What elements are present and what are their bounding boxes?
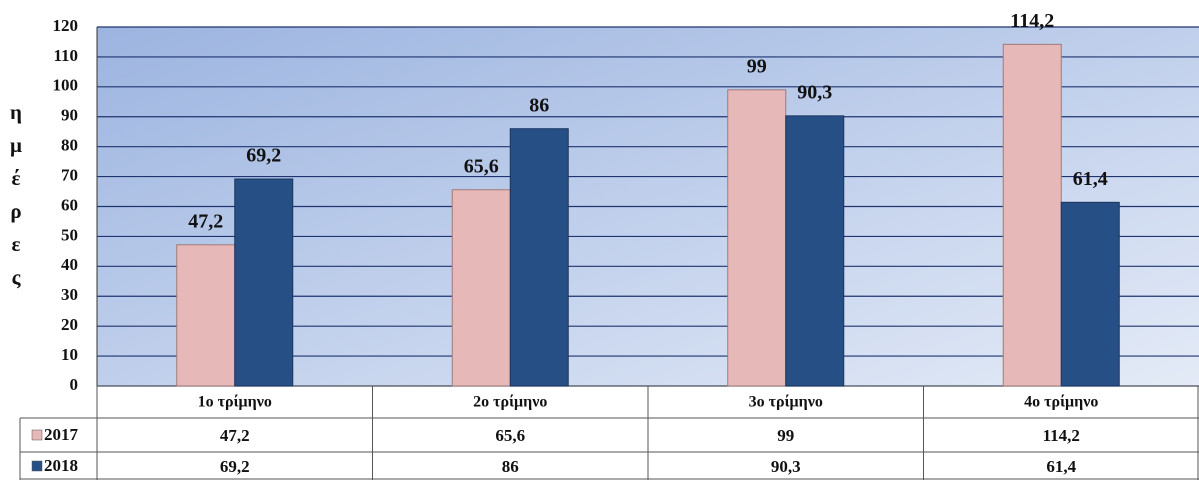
- y-tick-label: 20: [61, 315, 78, 334]
- y-tick-label: 110: [53, 46, 78, 65]
- table-value: 61,4: [1046, 457, 1076, 476]
- data-label: 90,3: [797, 81, 832, 103]
- data-label: 61,4: [1073, 168, 1108, 190]
- bar: [785, 115, 845, 387]
- y-tick-label: 0: [70, 375, 79, 394]
- data-label: 114,2: [1010, 10, 1054, 32]
- y-tick-label: 50: [61, 225, 78, 244]
- bar: [1060, 201, 1120, 387]
- legend-label: 2018: [44, 456, 78, 475]
- table-value: 90,3: [771, 457, 801, 476]
- bar: [234, 178, 294, 387]
- bar: [509, 128, 569, 387]
- x-tick-label: 2ο τρίμηνο: [473, 394, 547, 411]
- legend-swatch: [31, 460, 43, 472]
- table-value: 86: [502, 457, 519, 476]
- y-tick-label: 100: [53, 76, 79, 95]
- bar: [727, 89, 787, 387]
- y-tick-label: 60: [61, 195, 78, 214]
- y-axis-label: ημέρες: [4, 100, 28, 298]
- table-value: 47,2: [220, 426, 250, 445]
- data-label: 47,2: [188, 210, 223, 232]
- data-label: 69,2: [246, 145, 281, 167]
- y-tick-label: 10: [61, 345, 78, 364]
- y-tick-label: 40: [61, 255, 78, 274]
- table-value: 114,2: [1043, 426, 1080, 445]
- y-tick-label: 120: [53, 16, 79, 35]
- table-value: 99: [777, 426, 794, 445]
- x-tick-label: 3ο τρίμηνο: [749, 394, 823, 411]
- x-tick-label: 1ο τρίμηνο: [198, 394, 272, 411]
- bar: [1002, 43, 1062, 387]
- y-tick-label: 70: [61, 165, 78, 184]
- table-value: 65,6: [495, 426, 525, 445]
- data-label: 99: [747, 55, 767, 77]
- data-label: 86: [529, 94, 549, 116]
- legend-swatch: [31, 429, 43, 441]
- bar: [176, 244, 236, 387]
- data-label: 65,6: [464, 155, 499, 177]
- legend-label: 2017: [44, 425, 79, 444]
- y-tick-label: 80: [61, 136, 78, 155]
- x-tick-label: 4ο τρίμηνο: [1024, 394, 1098, 411]
- y-tick-label: 30: [61, 285, 78, 304]
- table-value: 69,2: [220, 457, 250, 476]
- y-tick-label: 90: [61, 106, 78, 125]
- bar: [451, 189, 511, 387]
